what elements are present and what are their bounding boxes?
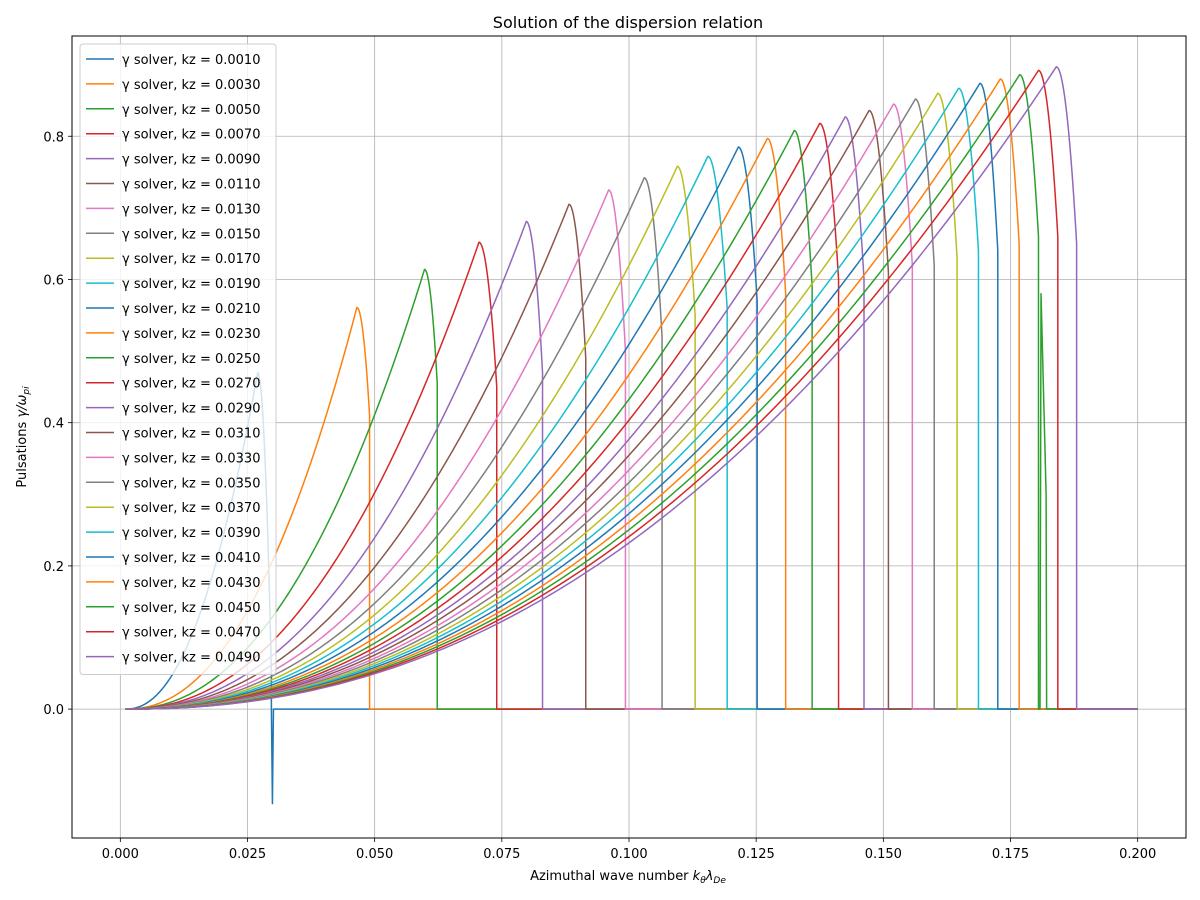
x-axis-ticks: 0.000 0.025 0.050 0.075 0.100 0.125 0.150 0.175… (102, 838, 1156, 862)
x-tick-label: 0.100 (610, 847, 647, 862)
legend-entry: γ solver, kz = 0.0270 (122, 377, 260, 392)
series-line (125, 165, 1138, 710)
legend-entry: γ solver, kz = 0.0250 (122, 352, 260, 367)
legend-entry: γ solver, kz = 0.0230 (122, 327, 260, 342)
series-line (125, 177, 1138, 710)
y-tick-label: 0.0 (43, 703, 64, 718)
series-line (125, 122, 1138, 710)
series-line (125, 109, 1138, 710)
series-line (125, 146, 1138, 710)
x-axis-label: Azimuthal wave number kθλDe (530, 869, 726, 886)
legend-entry: γ solver, kz = 0.0470 (122, 626, 260, 641)
legend-entry: γ solver, kz = 0.0350 (122, 476, 260, 491)
series-line (125, 103, 1138, 710)
series-line (125, 189, 1138, 710)
legend-entry: γ solver, kz = 0.0130 (122, 202, 260, 217)
x-tick-label: 0.025 (229, 847, 266, 862)
chart-title: Solution of the dispersion relation (493, 13, 763, 32)
legend-entry: γ solver, kz = 0.0310 (122, 427, 260, 442)
y-tick-label: 0.2 (43, 560, 64, 575)
legend-entry: γ solver, kz = 0.0050 (122, 103, 260, 118)
legend-entry: γ solver, kz = 0.0110 (122, 178, 260, 193)
series-line (125, 129, 1138, 710)
y-tick-label: 0.4 (43, 417, 64, 432)
x-tick-label: 0.200 (1119, 847, 1156, 862)
legend-entry: γ solver, kz = 0.0450 (122, 601, 260, 616)
series-line (125, 220, 1138, 710)
x-tick-label: 0.050 (356, 847, 393, 862)
series-line (125, 98, 1138, 710)
series-line (125, 203, 1138, 710)
legend-entry: γ solver, kz = 0.0090 (122, 153, 260, 168)
series-line (125, 155, 1138, 710)
x-tick-label: 0.150 (865, 847, 902, 862)
series-line (125, 268, 1138, 710)
legend-entry: γ solver, kz = 0.0170 (122, 252, 260, 267)
x-tick-label: 0.000 (102, 847, 139, 862)
legend-entry: γ solver, kz = 0.0390 (122, 526, 260, 541)
y-axis-label: Pulsations γ/ωpi (15, 386, 32, 488)
series-line (125, 241, 1138, 710)
legend-entry: γ solver, kz = 0.0010 (122, 53, 260, 68)
legend-entry: γ solver, kz = 0.0290 (122, 402, 260, 417)
legend-box (79, 43, 277, 675)
y-tick-label: 0.6 (43, 273, 64, 288)
legend-entry: γ solver, kz = 0.0490 (122, 651, 260, 666)
legend-entry: γ solver, kz = 0.0190 (122, 277, 260, 292)
legend-entry: γ solver, kz = 0.0070 (122, 128, 260, 143)
legend: γ solver, kz = 0.0010 γ solver, kz = 0.00… (79, 43, 277, 675)
legend-entry: γ solver, kz = 0.0330 (122, 451, 260, 466)
legend-entry: γ solver, kz = 0.0150 (122, 227, 260, 242)
series-line (125, 137, 1138, 710)
x-tick-label: 0.175 (992, 847, 1029, 862)
series-line (125, 116, 1138, 710)
x-tick-label: 0.075 (483, 847, 520, 862)
y-tick-label: 0.8 (43, 130, 64, 145)
x-tick-label: 0.125 (738, 847, 775, 862)
legend-entry: γ solver, kz = 0.0370 (122, 501, 260, 516)
legend-entry: γ solver, kz = 0.0430 (122, 576, 260, 591)
series-line (125, 66, 1138, 710)
legend-entry: γ solver, kz = 0.0410 (122, 551, 260, 566)
legend-entry: γ solver, kz = 0.0030 (122, 78, 260, 93)
y-axis-ticks: 0.0 0.2 0.4 0.6 0.8 (43, 130, 72, 718)
legend-entry: γ solver, kz = 0.0210 (122, 302, 260, 317)
